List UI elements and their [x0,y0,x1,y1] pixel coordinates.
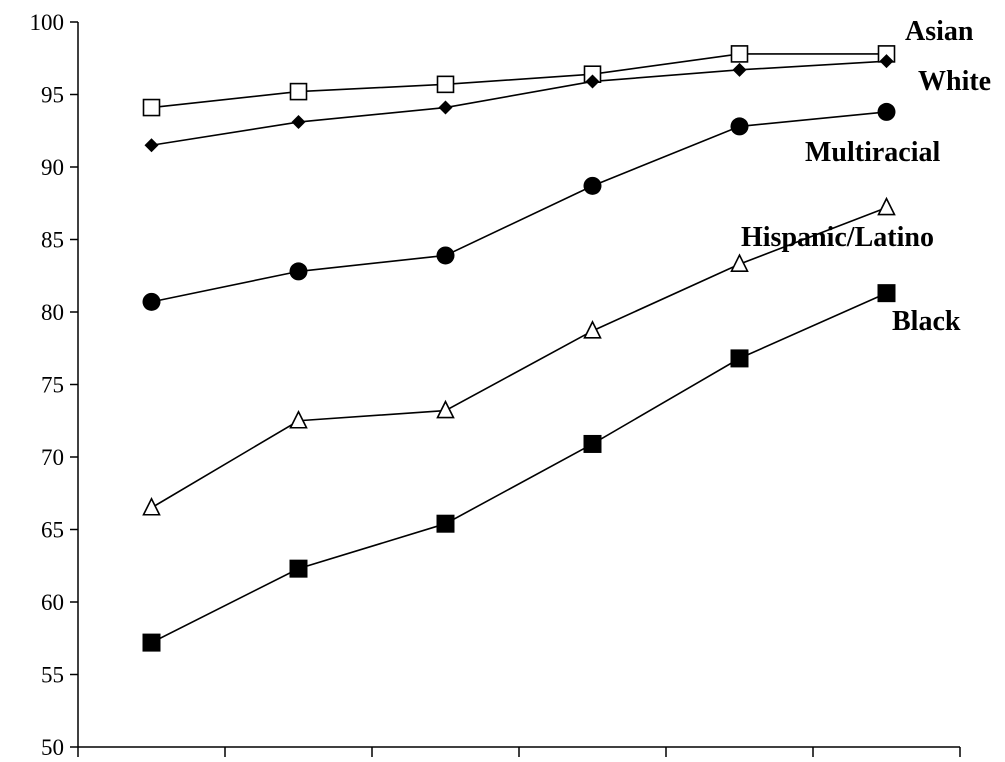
series-label-multiracial: Multiracial [805,137,941,168]
data-point-hispanic-latino [730,253,749,272]
series-label-asian: Asian [905,16,974,47]
y-tick-label: 95 [41,83,64,108]
y-tick-label: 90 [41,155,64,180]
series-line-white [151,60,887,147]
data-point-hispanic-latino [289,409,308,429]
axes: 50 55 60 65 70 75 80 85 90 95 100 [30,10,961,760]
y-tick-label: 50 [41,735,64,760]
data-point-hispanic-latino [583,320,602,339]
data-point-asian [436,75,455,94]
y-tick-label: 70 [41,445,64,470]
data-point-multiracial [730,117,749,136]
data-point-hispanic-latino [142,496,161,516]
series-labels: Asian White Multiracial Hispanic/Latino … [741,16,991,337]
series-label-black: Black [892,306,961,337]
series-line-multiracial [151,111,887,303]
data-point-black [436,514,455,533]
data-point-asian [289,82,308,101]
y-tick-label: 80 [41,300,64,325]
data-point-black [583,434,602,453]
y-tick-label: 55 [41,663,64,688]
data-point-multiracial [583,176,602,195]
data-point-multiracial [877,102,896,121]
y-tick-label: 60 [41,590,64,615]
data-point-asian [142,98,161,117]
y-tick-label: 75 [41,373,64,398]
data-point-white [879,54,894,69]
data-point-white [144,138,159,153]
series-lines [151,53,887,644]
series-line-asian [151,53,887,109]
data-point-multiracial [289,262,308,281]
y-tick-label: 85 [41,228,64,253]
data-point-black [289,559,308,578]
data-point-white [438,100,453,115]
y-tick-label: 100 [30,10,65,35]
data-point-hispanic-latino [436,399,455,419]
data-point-asian [730,45,749,63]
data-point-hispanic-latino [877,196,896,216]
series-label-hispanic-latino: Hispanic/Latino [741,222,934,253]
data-point-white [732,62,747,77]
series-label-white: White [918,66,991,97]
series-markers [142,45,896,652]
y-tick-label: 65 [41,518,64,543]
data-point-black [730,349,749,368]
data-point-multiracial [142,292,161,311]
data-point-white [291,115,306,130]
data-point-white [585,74,600,89]
data-point-black [877,284,896,303]
data-point-multiracial [436,246,455,265]
data-point-black [142,633,161,652]
series-line-hispanic-latino [151,206,887,509]
series-line-black [151,292,887,644]
